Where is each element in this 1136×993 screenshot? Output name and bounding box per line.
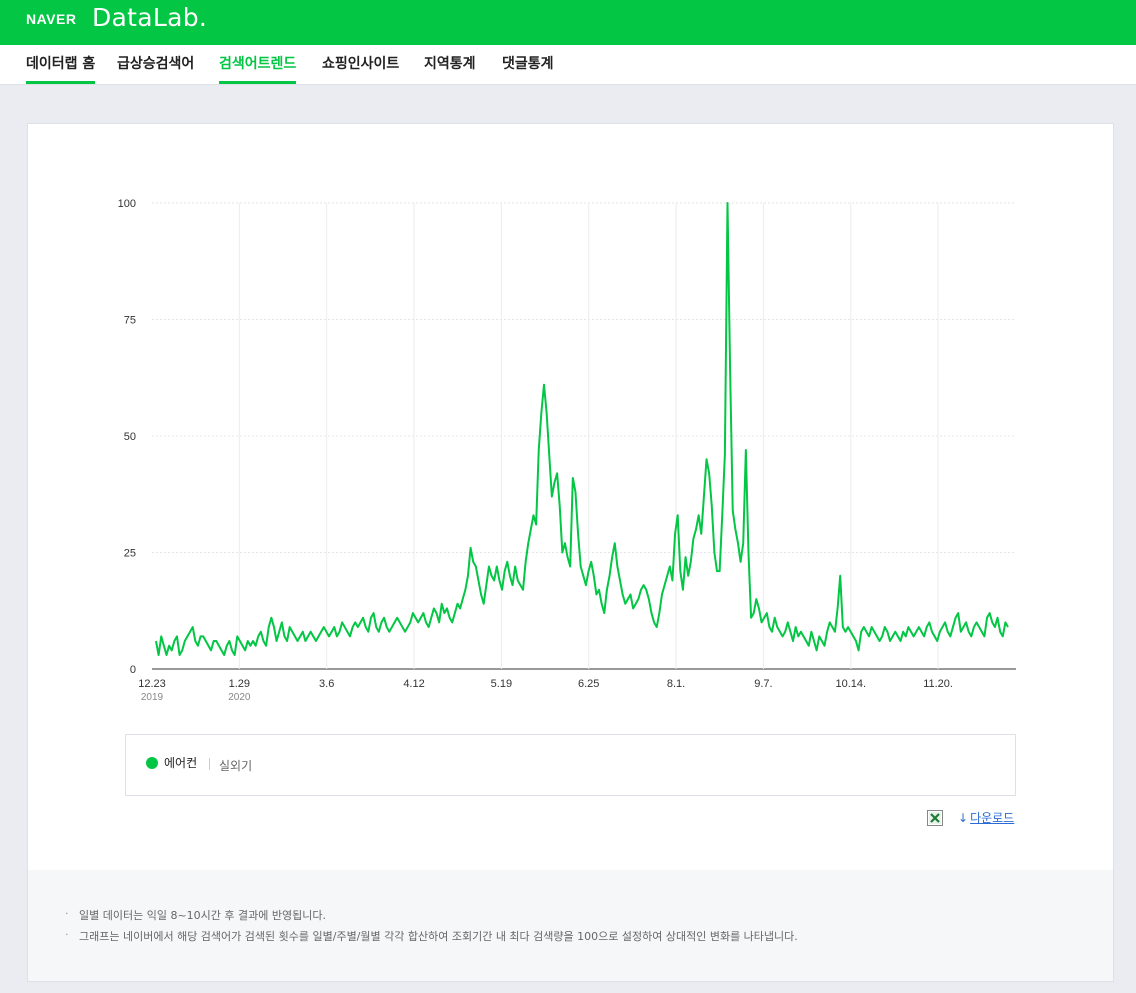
chart-card: 0 25 50 75 100 12.23 2019 1.29 2020 3.6 4.12 5.19 6.… [27,123,1114,982]
x-tick-label: 4.12 [403,678,424,690]
y-tick-label: 75 [124,315,136,327]
x-tick-label: 12.23 [138,678,166,690]
x-tick-label: 9.7. [754,678,772,690]
nav-bar: 데이터랩 홈 급상승검색어 검색어트렌드 쇼핑인사이트 지역통계 댓글통계 [0,45,1136,85]
tab-comment-stats[interactable]: 댓글통계 [502,56,554,72]
x-tick-label: 3.6 [319,678,334,690]
y-tick-label: 0 [130,664,136,676]
y-tick-label: 25 [124,548,136,560]
x-tick-label: 1.29 [229,678,250,690]
download-label: 다운로드 [970,811,1015,825]
download-arrow-icon: ↓ [958,811,969,825]
tab-search-trend[interactable]: 검색어트렌드 [219,45,297,84]
naver-logo[interactable]: NAVER [26,11,77,27]
note-daily-update: 일별 데이터는 익일 8~10시간 후 결과에 반영됩니다. [65,907,326,923]
legend-series-sub: 실외기 [219,759,253,773]
legend-box: 에어컨 실외기 [125,734,1016,796]
x-tick-year-label: 2020 [228,692,251,703]
excel-icon[interactable] [927,810,943,826]
series-line [155,202,1009,657]
trend-chart: 0 25 50 75 100 12.23 2019 1.29 2020 3.6 4.12 5.19 6.… [118,198,1016,703]
note-graph-explanation: 그래프는 네이버에서 해당 검색어가 검색된 횟수를 일별/주별/월별 각각 합… [65,928,798,944]
legend-color-dot [146,757,158,769]
x-tick-label: 8.1. [667,678,685,690]
notes-panel: 일별 데이터는 익일 8~10시간 후 결과에 반영됩니다. 그래프는 네이버에… [28,870,1113,981]
legend-divider [209,758,210,770]
datalab-logo[interactable]: DataLab. [92,3,208,32]
y-tick-label: 100 [118,198,136,210]
x-tick-year-label: 2019 [141,692,164,703]
top-bar: NAVER DataLab. [0,0,1136,45]
x-tick-label: 6.25 [578,678,599,690]
y-tick-label: 50 [124,431,136,443]
x-tick-label: 5.19 [491,678,512,690]
tab-shopping-insight[interactable]: 쇼핑인사이트 [322,56,400,72]
tab-datalab-home[interactable]: 데이터랩 홈 [26,45,96,84]
x-tick-label: 11.20. [923,678,953,690]
tab-regional-stats[interactable]: 지역통계 [424,56,476,72]
x-tick-label: 10.14. [835,678,866,690]
download-link[interactable]: ↓ 다운로드 [958,809,1014,826]
legend-series-name: 에어컨 [164,756,198,770]
tab-rising-keywords[interactable]: 급상승검색어 [117,56,195,72]
